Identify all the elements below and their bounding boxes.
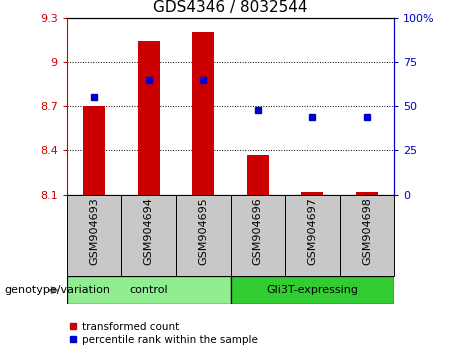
Bar bbox=[356, 192, 378, 195]
Text: Gli3T-expressing: Gli3T-expressing bbox=[266, 285, 358, 295]
Text: control: control bbox=[130, 285, 168, 295]
Bar bbox=[247, 155, 269, 195]
Title: GDS4346 / 8032544: GDS4346 / 8032544 bbox=[153, 0, 308, 15]
Bar bbox=[67, 195, 121, 276]
Bar bbox=[285, 195, 340, 276]
Text: GSM904697: GSM904697 bbox=[307, 197, 317, 265]
Bar bbox=[67, 276, 230, 304]
Bar bbox=[83, 106, 105, 195]
Bar bbox=[230, 195, 285, 276]
Bar bbox=[121, 195, 176, 276]
Text: GSM904693: GSM904693 bbox=[89, 197, 99, 265]
Bar bbox=[230, 276, 394, 304]
Text: GSM904698: GSM904698 bbox=[362, 197, 372, 265]
Bar bbox=[301, 192, 323, 195]
Text: GSM904696: GSM904696 bbox=[253, 197, 263, 265]
Bar bbox=[192, 33, 214, 195]
Text: GSM904695: GSM904695 bbox=[198, 197, 208, 265]
Legend: transformed count, percentile rank within the sample: transformed count, percentile rank withi… bbox=[65, 317, 262, 349]
Text: GSM904694: GSM904694 bbox=[144, 197, 154, 265]
Bar bbox=[340, 195, 394, 276]
Bar bbox=[176, 195, 230, 276]
Text: genotype/variation: genotype/variation bbox=[5, 285, 111, 295]
Bar bbox=[138, 41, 160, 195]
